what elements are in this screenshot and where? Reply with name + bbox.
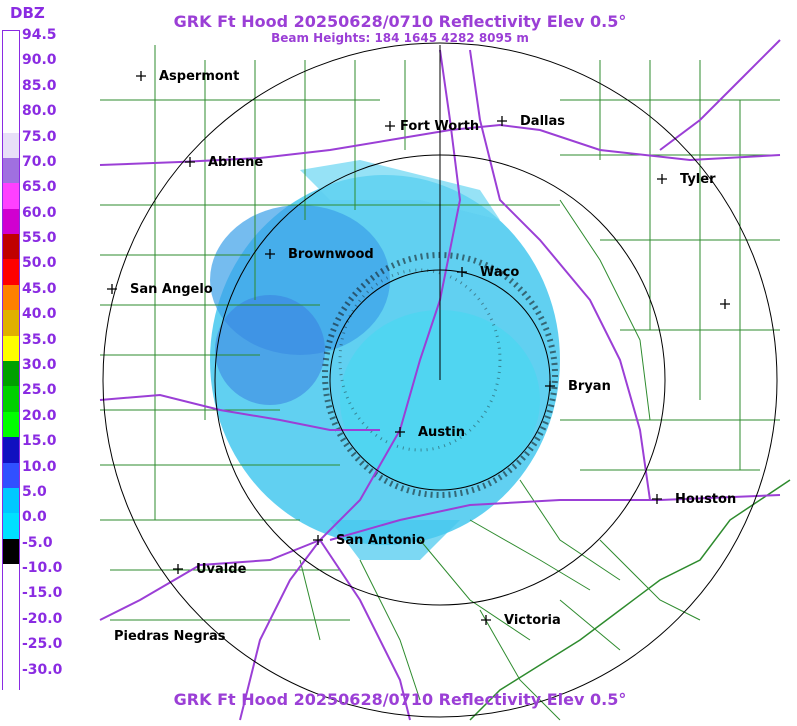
legend-swatch: [3, 487, 19, 514]
city-marker-icon: [385, 121, 395, 131]
city-markers: Aspermont Fort Worth Dallas Abilene Tyler Bro…: [107, 69, 736, 644]
legend-tick-label: 65.0: [22, 179, 57, 196]
legend-tick-label: 75.0: [22, 128, 57, 145]
city-label: Fort Worth: [400, 119, 479, 134]
city-label: San Antonio: [336, 533, 425, 548]
legend-swatch: [3, 259, 19, 286]
legend-swatch: [3, 310, 19, 337]
city-marker-icon: [457, 267, 467, 277]
legend-tick-label: 70.0: [22, 153, 57, 170]
city-marker-icon: [545, 381, 555, 391]
dbz-legend: DBZ 94.5 90.0 85.0 80.0 75.0 70.0 65.0 60.0 55.0…: [0, 0, 62, 726]
legend-swatch: [3, 107, 19, 134]
city-marker-icon: [657, 174, 667, 184]
legend-tick-label: 85.0: [22, 77, 57, 94]
city-label: Abilene: [208, 155, 263, 170]
legend-swatch: [3, 589, 19, 616]
legend-unit: DBZ: [10, 4, 45, 22]
legend-swatch: [3, 234, 19, 261]
city-marker-icon: [395, 427, 405, 437]
coastline: [469, 479, 791, 721]
legend-swatch: [3, 564, 19, 591]
legend-tick-label: 50.0: [22, 255, 57, 272]
legend-swatch: [3, 284, 19, 311]
legend-swatch: [3, 56, 19, 83]
legend-swatch: [3, 437, 19, 464]
legend-tick-label: 60.0: [22, 204, 57, 221]
city-marker-icon: [185, 157, 195, 167]
legend-swatch: [3, 157, 19, 184]
legend-tick-label: 94.5: [22, 27, 57, 43]
legend-tick-label: 40.0: [22, 306, 57, 323]
legend-swatch: [3, 335, 19, 362]
city-label: Brownwood: [288, 247, 374, 262]
legend-swatch: [3, 81, 19, 108]
legend-tick-label: -10.0: [22, 560, 63, 577]
city-label: Aspermont: [159, 69, 239, 84]
legend-tick-label: 80.0: [22, 103, 57, 120]
legend-tick-label: 90.0: [22, 52, 57, 69]
legend-tick-label: 5.0: [22, 483, 47, 500]
legend-tick-label: 45.0: [22, 280, 57, 297]
legend-swatch: [3, 31, 19, 57]
legend-tick-label: 15.0: [22, 433, 57, 450]
legend-swatch: [3, 665, 19, 692]
legend-tick-label: 10.0: [22, 458, 57, 475]
highways: [99, 39, 781, 721]
legend-tick-label: 55.0: [22, 230, 57, 247]
city-marker-icon: [313, 535, 323, 545]
beam-heights: Beam Heights: 184 1645 4282 8095 m: [271, 31, 529, 45]
legend-swatch: [3, 538, 19, 565]
city-label: Austin: [418, 425, 465, 440]
radar-map: Aspermont Fort Worth Dallas Abilene Tyler Bro…: [99, 39, 791, 721]
legend-tick-label: -20.0: [22, 610, 63, 627]
legend-swatch: [3, 361, 19, 387]
legend-tick-label: -15.0: [22, 585, 63, 602]
legend-tick-label: 30.0: [22, 357, 57, 373]
city-label: Victoria: [504, 613, 561, 628]
county-lines: [100, 45, 780, 721]
city-label: Dallas: [520, 114, 565, 129]
map-title: GRK Ft Hood 20250628/0710 Reflectivity E…: [173, 12, 627, 31]
legend-tick-label: -25.0: [22, 636, 63, 653]
city-label: Waco: [480, 265, 519, 280]
city-marker-icon: [652, 494, 662, 504]
legend-tick-label: -5.0: [22, 534, 53, 551]
legend-tick-label: -30.0: [22, 661, 63, 678]
city-marker-icon: [720, 299, 730, 309]
city-label: Tyler: [680, 172, 716, 187]
legend-tick-label: 20.0: [22, 407, 57, 424]
city-label: San Angelo: [130, 282, 213, 297]
city-label: Piedras Negras: [114, 629, 226, 644]
city-marker-icon: [481, 615, 491, 625]
map-footer-title: GRK Ft Hood 20250628/0710 Reflectivity E…: [173, 690, 627, 709]
city-marker-icon: [497, 116, 507, 126]
city-label: Houston: [675, 492, 736, 507]
legend-swatch: [3, 513, 19, 540]
city-label: Uvalde: [196, 562, 247, 577]
legend-tick-label: 25.0: [22, 382, 57, 399]
legend-tick-label: 0.0: [22, 509, 47, 526]
legend-swatch: [3, 462, 19, 489]
legend-swatch: [3, 386, 19, 413]
reflectivity-echoes: [210, 160, 560, 560]
legend-swatch: [3, 614, 19, 641]
legend-tick-label: 35.0: [22, 331, 57, 348]
city-label: Bryan: [568, 379, 611, 394]
legend-swatch: [3, 640, 19, 667]
city-marker-icon: [265, 249, 275, 259]
city-marker-icon: [136, 71, 146, 81]
legend-swatch: [3, 183, 19, 210]
legend-swatch: [3, 411, 19, 438]
city-marker-icon: [107, 284, 117, 294]
city-marker-icon: [173, 564, 183, 574]
legend-swatch: [3, 132, 19, 159]
legend-color-bar: [2, 30, 20, 692]
legend-swatch: [3, 208, 19, 235]
